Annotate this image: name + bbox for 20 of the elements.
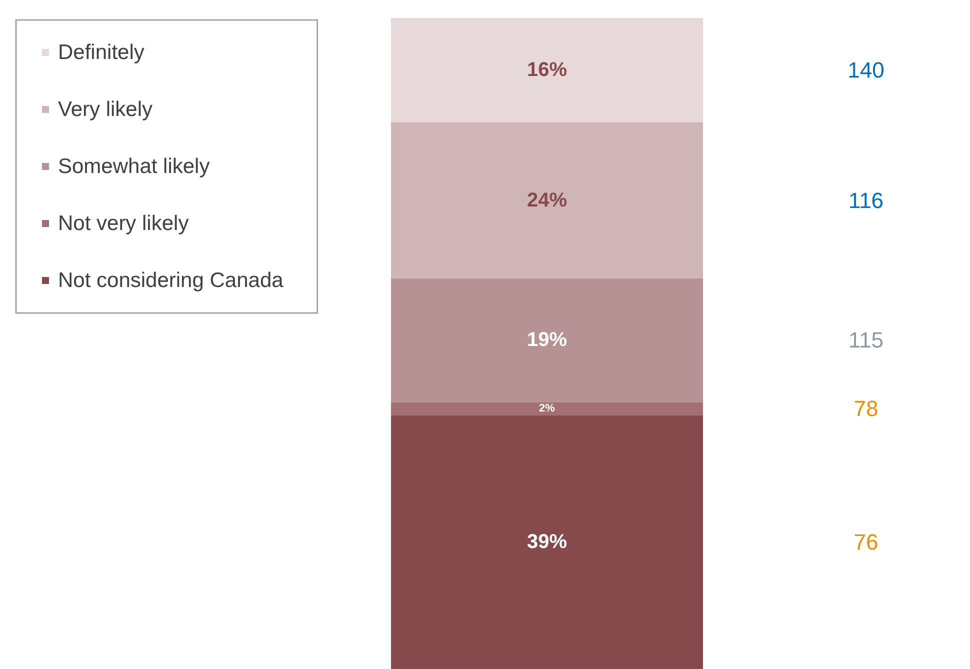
- bar: [391, 415, 703, 669]
- legend-label: Definitely: [58, 41, 145, 64]
- text: 115: [848, 328, 884, 353]
- legend-label: Not very likely: [58, 212, 190, 235]
- data-label: 39%: [526, 531, 568, 554]
- bar: [391, 402, 703, 416]
- text: 76: [854, 530, 878, 555]
- bar: [391, 122, 703, 278]
- text: 78: [854, 396, 878, 422]
- text: 116: [848, 188, 884, 213]
- data-label: 24%: [526, 189, 568, 212]
- bar: [391, 278, 703, 402]
- legend-label: Not considering Canada: [58, 269, 284, 292]
- data-label: 16%: [526, 59, 568, 82]
- legend-label: Very likely: [58, 98, 154, 121]
- legend-label: Somewhat likely: [58, 155, 210, 178]
- text: 140: [848, 58, 884, 83]
- bar: [391, 18, 703, 122]
- data-label: 2%: [539, 402, 556, 415]
- data-label: 19%: [526, 329, 568, 352]
